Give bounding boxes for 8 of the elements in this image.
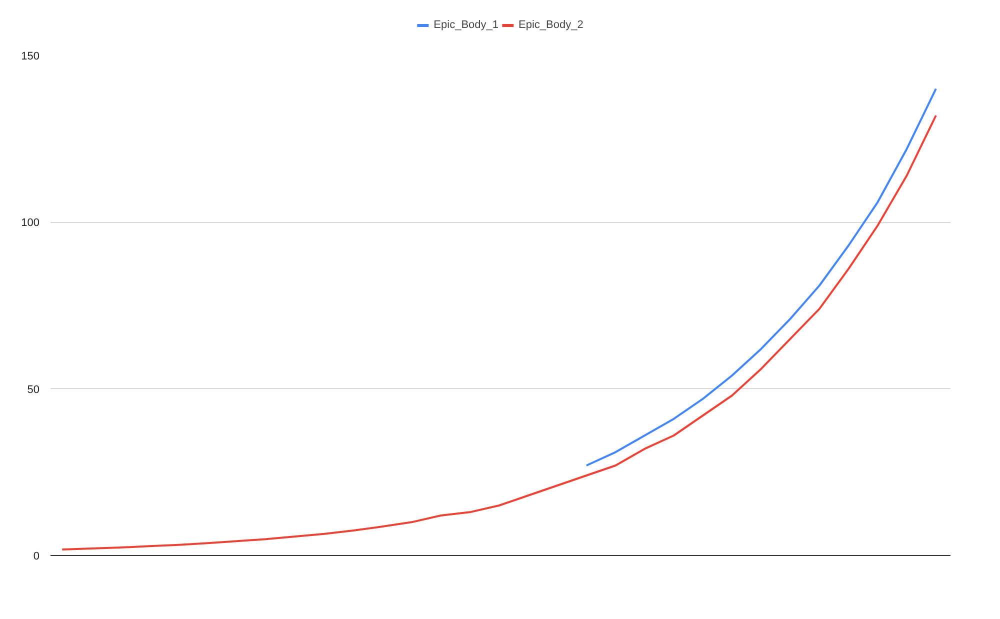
legend-label: Epic_Body_2: [518, 19, 584, 31]
y-tick-label: 0: [33, 550, 40, 562]
y-tick-label: 100: [21, 217, 40, 230]
y-tick-label: 150: [21, 50, 40, 62]
legend-label: Epic_Body_1: [434, 19, 498, 31]
y-tick-label: 50: [27, 384, 40, 396]
line-series: [585, 88, 937, 466]
line-series: [61, 114, 937, 550]
